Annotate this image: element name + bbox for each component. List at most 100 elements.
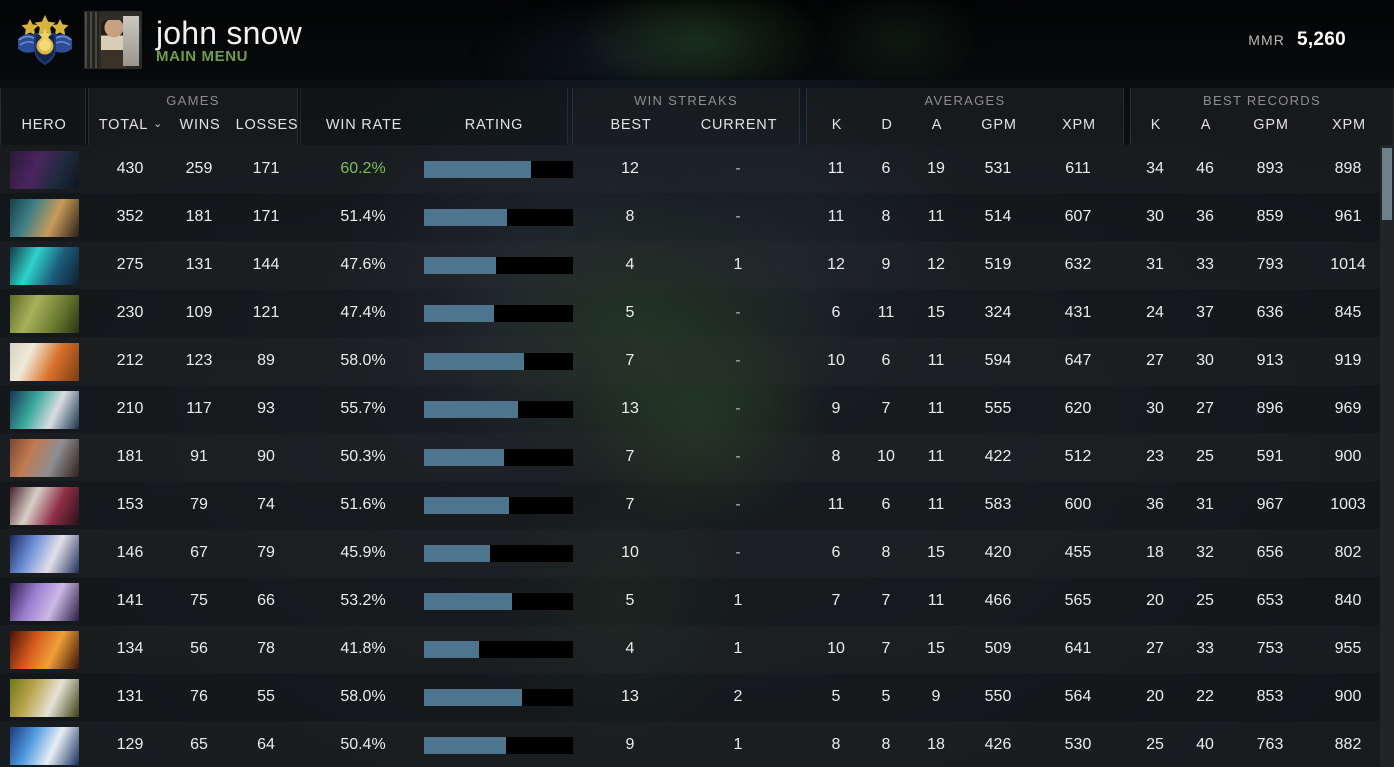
cell-avg-k: 8: [831, 448, 841, 465]
cell-losses: 171: [252, 208, 280, 225]
column-header-streak-current[interactable]: CURRENT: [700, 117, 778, 133]
column-header-wins[interactable]: WINS: [179, 117, 221, 133]
hero-portrait-zeus[interactable]: [10, 727, 79, 765]
cell-best-a: 33: [1196, 256, 1214, 273]
cell-avg-d: 5: [881, 688, 891, 705]
cell-avg-a: 11: [927, 352, 945, 369]
cell-best-a: 37: [1196, 304, 1214, 321]
table-row[interactable]: 131 76 55 58.0% 13 2 5 5 9 550 564 20 22 853 900: [0, 673, 1380, 721]
table-row[interactable]: 352 181 171 51.4% 8 - 11 8 11 514 607 30 36 859 961: [0, 193, 1380, 241]
cell-wins: 123: [185, 352, 213, 369]
column-header-avg-k[interactable]: K: [831, 117, 843, 133]
cell-avg-k: 12: [827, 256, 845, 273]
cell-streak-best: 12: [621, 160, 639, 177]
hero-portrait-templar-assassin[interactable]: [10, 583, 79, 621]
cell-best-a: 40: [1196, 736, 1214, 753]
cell-best-k: 18: [1146, 544, 1164, 561]
table-row[interactable]: 153 79 74 51.6% 7 - 11 6 11 583 600 36 31 967 1003: [0, 481, 1380, 529]
hero-portrait-invoker[interactable]: [10, 487, 79, 525]
hero-portrait-pudge[interactable]: [10, 295, 79, 333]
cell-avg-gpm: 422: [984, 448, 1012, 465]
cell-losses: 79: [257, 544, 275, 561]
chevron-down-icon[interactable]: ⌄: [153, 118, 164, 130]
cell-best-a: 31: [1196, 496, 1214, 513]
vertical-scrollbar[interactable]: [1380, 145, 1394, 767]
column-header-avg-gpm[interactable]: GPM: [981, 117, 1017, 133]
hero-portrait-juggernaut[interactable]: [10, 343, 79, 381]
column-header-best-xpm[interactable]: XPM: [1332, 117, 1366, 133]
rating-bar-fill: [424, 593, 512, 610]
vertical-scroll-thumb[interactable]: [1382, 148, 1392, 220]
cell-best-xpm: 969: [1334, 400, 1362, 417]
table-row[interactable]: 146 67 79 45.9% 10 - 6 8 15 420 455 18 32 656 802: [0, 529, 1380, 577]
hero-portrait-slark[interactable]: [10, 199, 79, 237]
hero-portrait-art: [10, 439, 79, 477]
cell-avg-gpm: 594: [984, 352, 1012, 369]
column-header-hero[interactable]: HERO: [21, 117, 67, 133]
cell-best-xpm: 955: [1334, 640, 1362, 657]
cell-losses: 121: [252, 304, 280, 321]
table-row[interactable]: 134 56 78 41.8% 4 1 10 7 15 509 641 27 33 753 955: [0, 625, 1380, 673]
column-header-total[interactable]: TOTAL ⌄: [89, 117, 173, 133]
cell-best-k: 34: [1146, 160, 1164, 177]
avatar[interactable]: [84, 11, 142, 69]
hero-portrait-spectre[interactable]: [10, 151, 79, 189]
header-group-title-averages: AVERAGES: [924, 93, 1006, 108]
cell-avg-k: 10: [827, 640, 845, 657]
main-menu-label[interactable]: MAIN MENU: [156, 47, 249, 65]
cell-wins: 91: [190, 448, 208, 465]
table-row[interactable]: 181 91 90 50.3% 7 - 8 10 11 422 512 23 25 591 900: [0, 433, 1380, 481]
column-header-best-gpm[interactable]: GPM: [1253, 117, 1289, 133]
table-row[interactable]: 129 65 64 50.4% 9 1 8 8 18 426 530 25 40 763 882: [0, 721, 1380, 767]
cell-losses: 55: [257, 688, 275, 705]
hero-portrait-storm-spirit[interactable]: [10, 247, 79, 285]
hero-stats-table-body[interactable]: 430 259 171 60.2% 12-11 6 19 531 611 34 46 893 898 35…: [0, 145, 1394, 767]
cell-streak-best: 5: [625, 592, 635, 609]
column-header-win-rate[interactable]: WIN RATE: [325, 117, 403, 133]
column-header-best-a[interactable]: A: [1200, 117, 1212, 133]
column-header-streak-best[interactable]: BEST: [610, 117, 652, 133]
cell-streak-current: -: [735, 208, 741, 225]
cell-avg-k: 5: [831, 688, 841, 705]
cell-avg-a: 15: [927, 544, 945, 561]
hero-portrait-art: [10, 727, 79, 765]
table-row[interactable]: 230 109 121 47.4% 5 - 6 11 15 324 431 24 37 636 845: [0, 289, 1380, 337]
table-row[interactable]: 212 123 89 58.0% 7 - 10 6 11 594 647 27 30 913 919: [0, 337, 1380, 385]
cell-avg-a: 11: [927, 208, 945, 225]
cell-best-gpm: 636: [1256, 304, 1284, 321]
hero-portrait-nature-prophet[interactable]: [10, 679, 79, 717]
cell-streak-current: -: [735, 352, 741, 369]
table-row[interactable]: 275 131 144 47.6% 4 1 12 9 12 519 632 31 33 793 1014: [0, 241, 1380, 289]
column-header-avg-a[interactable]: A: [931, 117, 943, 133]
column-header-avg-d[interactable]: D: [881, 117, 893, 133]
cell-total: 430: [116, 160, 144, 177]
column-header-losses[interactable]: LOSSES: [235, 117, 299, 133]
table-row[interactable]: 141 75 66 53.2% 5 1 7 7 11 466 565 20 25 653 840: [0, 577, 1380, 625]
hero-portrait-tinker[interactable]: [10, 391, 79, 429]
cell-best-a: 30: [1196, 352, 1214, 369]
cell-losses: 64: [257, 736, 275, 753]
hero-portrait-ember-spirit[interactable]: [10, 631, 79, 669]
hero-portrait-sniper[interactable]: [10, 439, 79, 477]
cell-losses: 78: [257, 640, 275, 657]
rating-bar: [424, 209, 573, 226]
cell-streak-best: 7: [625, 448, 635, 465]
column-header-best-k[interactable]: K: [1150, 117, 1162, 133]
cell-wins: 67: [190, 544, 208, 561]
cell-best-a: 25: [1196, 592, 1214, 609]
column-header-avg-xpm[interactable]: XPM: [1062, 117, 1096, 133]
divine-rank-medal-icon: [12, 9, 78, 71]
table-row[interactable]: 430 259 171 60.2% 12 - 11 6 19 531 611 34 46 893 898: [0, 145, 1380, 193]
rating-bar: [424, 401, 573, 418]
cell-losses: 89: [257, 352, 275, 369]
column-header-rating[interactable]: RATING: [464, 117, 524, 133]
hero-portrait-crystal-maiden[interactable]: [10, 535, 79, 573]
cell-win-rate: 50.3%: [340, 448, 386, 465]
cell-streak-best: 7: [625, 496, 635, 513]
rating-bar: [424, 689, 573, 706]
cell-wins: 109: [185, 304, 213, 321]
table-row[interactable]: 210 117 93 55.7% 13 - 9 7 11 555 620 30 27 896 969: [0, 385, 1380, 433]
cell-avg-d: 9: [881, 256, 891, 273]
cell-avg-k: 11: [827, 160, 845, 177]
cell-avg-xpm: 455: [1064, 544, 1092, 561]
